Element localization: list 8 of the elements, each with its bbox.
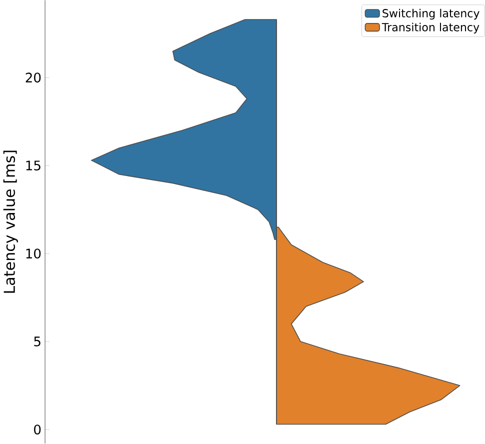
legend-label: Switching latency — [382, 8, 480, 20]
y-tick-label: 0 — [34, 424, 41, 435]
y-tick-label: 5 — [34, 336, 40, 347]
y-tick-label: 10 — [26, 248, 41, 259]
legend-label: Transition latency — [382, 22, 480, 34]
y-tick-label: 20 — [26, 72, 41, 83]
y-tick-label: 15 — [26, 160, 40, 171]
y-axis-title: Latency value [ms] — [3, 150, 18, 293]
